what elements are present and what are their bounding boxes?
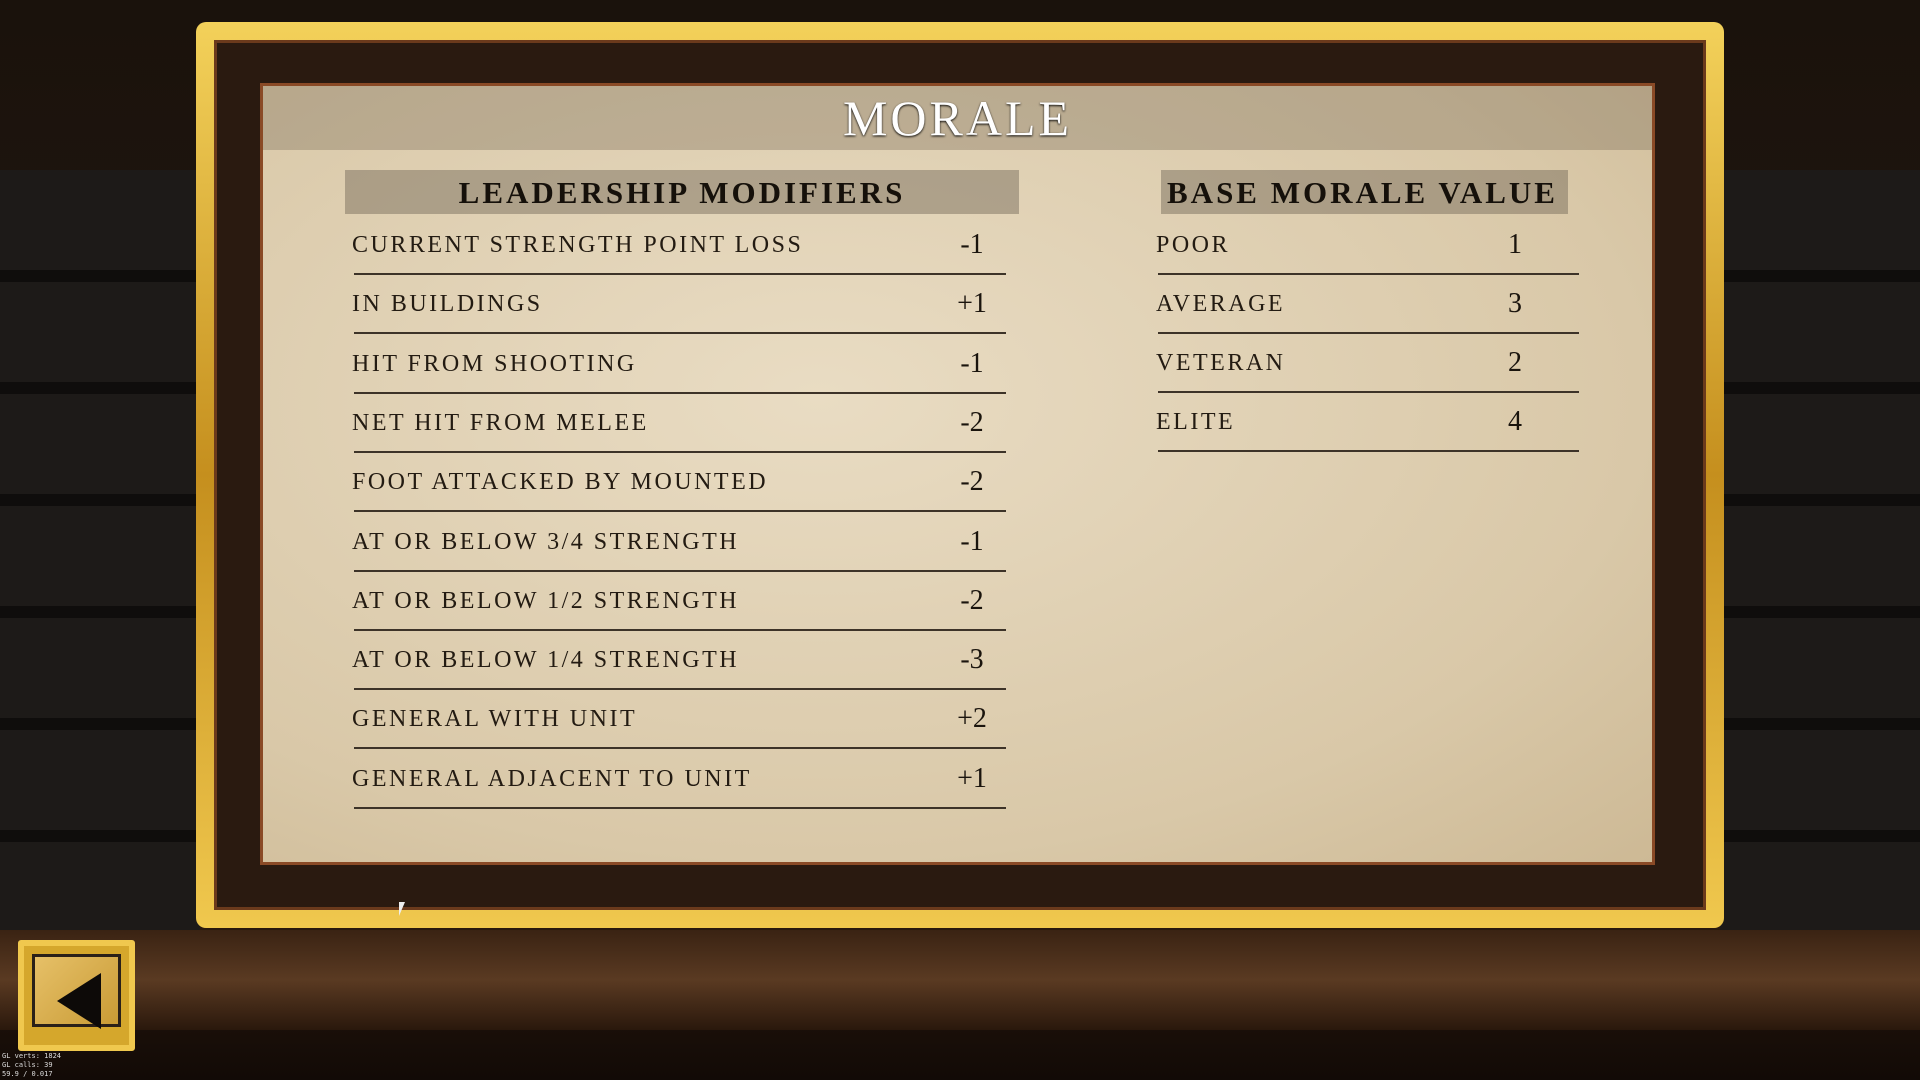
bookshelf-right <box>1720 170 1920 990</box>
row-label: HIT FROM SHOOTING <box>352 350 637 377</box>
left-triangle-icon <box>57 973 101 1029</box>
debug-line: GL verts: 1824 <box>2 1052 62 1060</box>
row-value: -1 <box>960 229 984 260</box>
row-value: -2 <box>960 584 984 616</box>
row-value: +1 <box>957 288 987 320</box>
row-label: AT OR BELOW 1/2 STRENGTH <box>352 587 740 614</box>
table-row: VETERAN 2 <box>1156 334 1579 393</box>
table-row: CURRENT STRENGTH POINT LOSS -1 <box>352 216 1006 275</box>
base-morale-header: BASE MORALE VALUE <box>1161 170 1568 214</box>
mouse-cursor <box>399 902 405 916</box>
row-label: FOOT ATTACKED BY MOUNTED <box>352 469 769 496</box>
row-value: -1 <box>960 525 984 557</box>
back-button[interactable] <box>18 940 135 1051</box>
row-label: AVERAGE <box>1156 291 1286 317</box>
table-row: AT OR BELOW 3/4 STRENGTH -1 <box>352 513 1006 572</box>
row-label: GENERAL ADJACENT TO UNIT <box>352 765 752 792</box>
page-title: MORALE <box>842 90 1073 146</box>
table-row: AT OR BELOW 1/2 STRENGTH -2 <box>352 572 1006 631</box>
table-row: AVERAGE 3 <box>1156 275 1579 334</box>
row-label: VETERAN <box>1156 350 1286 376</box>
debug-overlay: GL verts: 1824 GL calls: 39 59.9 / 0.017 <box>2 1052 61 1079</box>
debug-line: GL calls: 39 <box>2 1061 53 1069</box>
table-row: POOR 1 <box>1156 216 1579 275</box>
row-label: IN BUILDINGS <box>352 291 543 318</box>
leadership-header: LEADERSHIP MODIFIERS <box>345 170 1019 214</box>
row-label: POOR <box>1156 232 1231 258</box>
row-label: NET HIT FROM MELEE <box>352 409 649 436</box>
row-value: 1 <box>1508 229 1522 260</box>
title-bar: MORALE <box>263 86 1652 150</box>
shelf <box>0 930 1920 1030</box>
table-row: ELITE 4 <box>1156 393 1579 452</box>
bookshelf-left <box>0 170 200 990</box>
table-row: GENERAL ADJACENT TO UNIT +1 <box>352 750 1006 809</box>
row-label: AT OR BELOW 1/4 STRENGTH <box>352 647 740 674</box>
table-row: AT OR BELOW 1/4 STRENGTH -3 <box>352 631 1006 691</box>
table-row: FOOT ATTACKED BY MOUNTED -2 <box>352 453 1006 513</box>
row-value: +2 <box>957 703 987 735</box>
row-label: AT OR BELOW 3/4 STRENGTH <box>352 528 740 555</box>
morale-panel: MORALE LEADERSHIP MODIFIERS CURRENT STRE… <box>260 83 1655 865</box>
table-row: GENERAL WITH UNIT +2 <box>352 690 1006 750</box>
row-value: -3 <box>960 644 984 676</box>
row-value: 2 <box>1508 347 1522 378</box>
row-value: -1 <box>960 347 984 379</box>
table-row: IN BUILDINGS +1 <box>352 275 1006 335</box>
row-value: 3 <box>1508 288 1522 319</box>
debug-line: 59.9 / 0.017 <box>2 1070 53 1078</box>
row-value: 4 <box>1508 406 1522 437</box>
row-value: -2 <box>960 466 984 498</box>
row-label: ELITE <box>1156 409 1236 435</box>
table-row: NET HIT FROM MELEE -2 <box>352 394 1006 453</box>
row-label: GENERAL WITH UNIT <box>352 706 638 733</box>
row-value: -2 <box>960 406 984 438</box>
row-label: CURRENT STRENGTH POINT LOSS <box>352 232 804 258</box>
table-row: HIT FROM SHOOTING -1 <box>352 335 1006 394</box>
row-value: +1 <box>957 762 987 794</box>
